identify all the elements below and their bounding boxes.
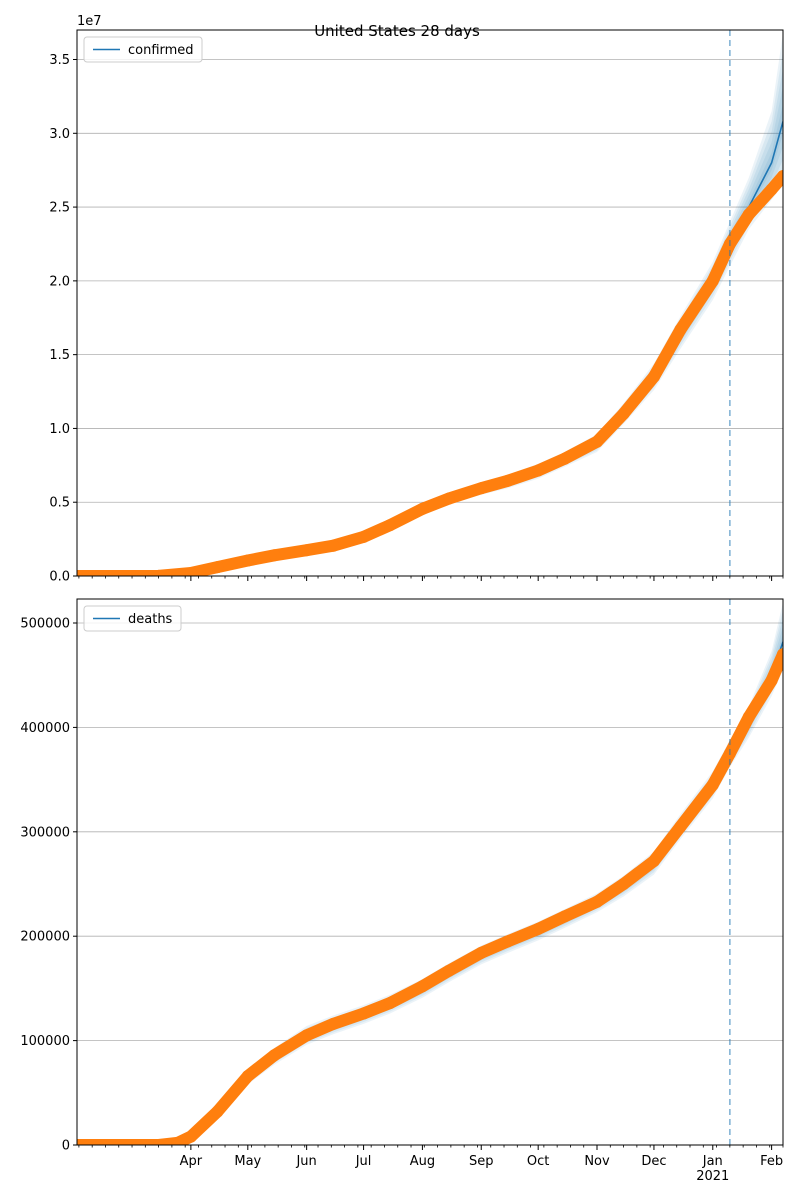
- observed-data-point: [501, 935, 514, 948]
- x-tick-label: Nov: [584, 1154, 610, 1169]
- x-tick-label: Dec: [641, 1154, 666, 1169]
- observed-data-point: [532, 922, 545, 935]
- observed-data-point: [327, 1017, 340, 1030]
- observed-data-point: [674, 820, 687, 833]
- legend-box: [83, 36, 203, 63]
- y-tick-label: 1.0: [49, 422, 70, 437]
- observed-data-point: [241, 554, 254, 567]
- x-tick-label: Feb: [760, 1154, 783, 1169]
- x-tick-label: May: [234, 1154, 261, 1169]
- plot-area: [77, 602, 783, 1145]
- y-tick-label: 300000: [20, 825, 70, 840]
- y-tick-label: 0.5: [49, 496, 70, 511]
- y-tick-label: 100000: [20, 1034, 70, 1049]
- observed-data-point: [126, 570, 138, 576]
- observed-data-point: [591, 895, 603, 908]
- observed-data-point: [152, 1139, 165, 1145]
- observed-data-point: [765, 674, 778, 687]
- y-tick-label: 500000: [20, 617, 70, 632]
- observed-data-point: [184, 1130, 197, 1143]
- x-tick-label: Jul: [355, 1154, 372, 1169]
- x-tick-label: Jun: [295, 1154, 316, 1169]
- observed-data-point: [777, 170, 783, 183]
- observed-data-point: [171, 1136, 184, 1145]
- y-offset-label: 1e7: [77, 14, 102, 29]
- observed-data-point: [77, 1139, 83, 1145]
- observed-data-point: [443, 964, 455, 977]
- deaths-panel: 0 100000 200000 300000 400000 500000 Apr May Jun…: [20, 598, 784, 1184]
- observed-data-point: [300, 544, 313, 557]
- observed-data-point: [443, 492, 455, 505]
- observed-data-point: [777, 648, 783, 661]
- y-tick-label: 2.0: [49, 274, 70, 289]
- x-tick-sublabel: 2021: [696, 1169, 729, 1184]
- y-tick-label: 0.0: [49, 570, 70, 585]
- legend-label: confirmed: [128, 43, 194, 58]
- observed-data-point: [617, 878, 630, 890]
- observed-data-point: [384, 519, 397, 532]
- observed-data-point: [532, 464, 545, 477]
- observed-data-point: [475, 946, 488, 959]
- y-tick-label: 3.0: [49, 127, 70, 142]
- y-tick-label: 200000: [20, 930, 70, 945]
- observed-data-point: [591, 435, 603, 448]
- observed-data-point: [558, 910, 571, 923]
- y-tick-label: 0: [62, 1139, 70, 1154]
- observed-data-point: [211, 561, 224, 574]
- y-tick-label: 1.5: [49, 348, 70, 363]
- observed-data-point: [416, 502, 429, 515]
- x-tick-label: Aug: [410, 1154, 435, 1169]
- observed-data-point: [475, 482, 488, 495]
- observed-data-point: [617, 407, 630, 420]
- observed-data-point: [152, 569, 165, 576]
- observed-data-point: [268, 1049, 281, 1062]
- y-tick-label: 2.5: [49, 201, 70, 216]
- axes-frame: [76, 29, 784, 577]
- observed-data-point: [501, 474, 514, 487]
- observed-data-point: [416, 980, 429, 993]
- observed-data-point: [706, 274, 719, 287]
- observed-data-point: [77, 570, 83, 576]
- y-tick-label: 3.5: [49, 53, 70, 68]
- observed-data-point: [647, 855, 660, 867]
- observed-data-point: [241, 1070, 254, 1083]
- x-tick-label: Sep: [469, 1154, 494, 1169]
- x-tick-label: Jan: [702, 1154, 723, 1169]
- x-tick-label: Apr: [180, 1154, 203, 1169]
- figure-title: United States 28 days: [314, 22, 480, 40]
- observed-data-point: [384, 997, 397, 1009]
- observed-data-point: [300, 1029, 313, 1042]
- observed-data-point: [184, 567, 197, 576]
- observed-data-point: [674, 323, 687, 336]
- x-tick-label: Oct: [527, 1154, 549, 1169]
- observed-data-point: [742, 711, 755, 723]
- observed-data-point: [558, 452, 571, 465]
- observed-data-point: [706, 778, 719, 791]
- y-tick-label: 400000: [20, 721, 70, 736]
- observed-data-point: [647, 370, 660, 383]
- observed-data-line: [77, 648, 783, 1145]
- plot-area: [77, 33, 783, 576]
- observed-data-point: [327, 539, 340, 552]
- confirmed-panel: 0.0 0.5 1.0 1.5 2.0 2.5 3.0 3.5 1e7 confirmed: [49, 14, 784, 585]
- observed-data-point: [742, 208, 755, 221]
- legend-label: deaths: [128, 612, 173, 627]
- observed-data-point: [765, 183, 778, 196]
- axes-frame: [76, 598, 784, 1146]
- observed-data-point: [357, 530, 370, 543]
- observed-data-point: [357, 1007, 370, 1020]
- observed-data-point: [268, 549, 281, 562]
- legend-box: [83, 605, 182, 632]
- observed-data-point: [211, 1105, 224, 1118]
